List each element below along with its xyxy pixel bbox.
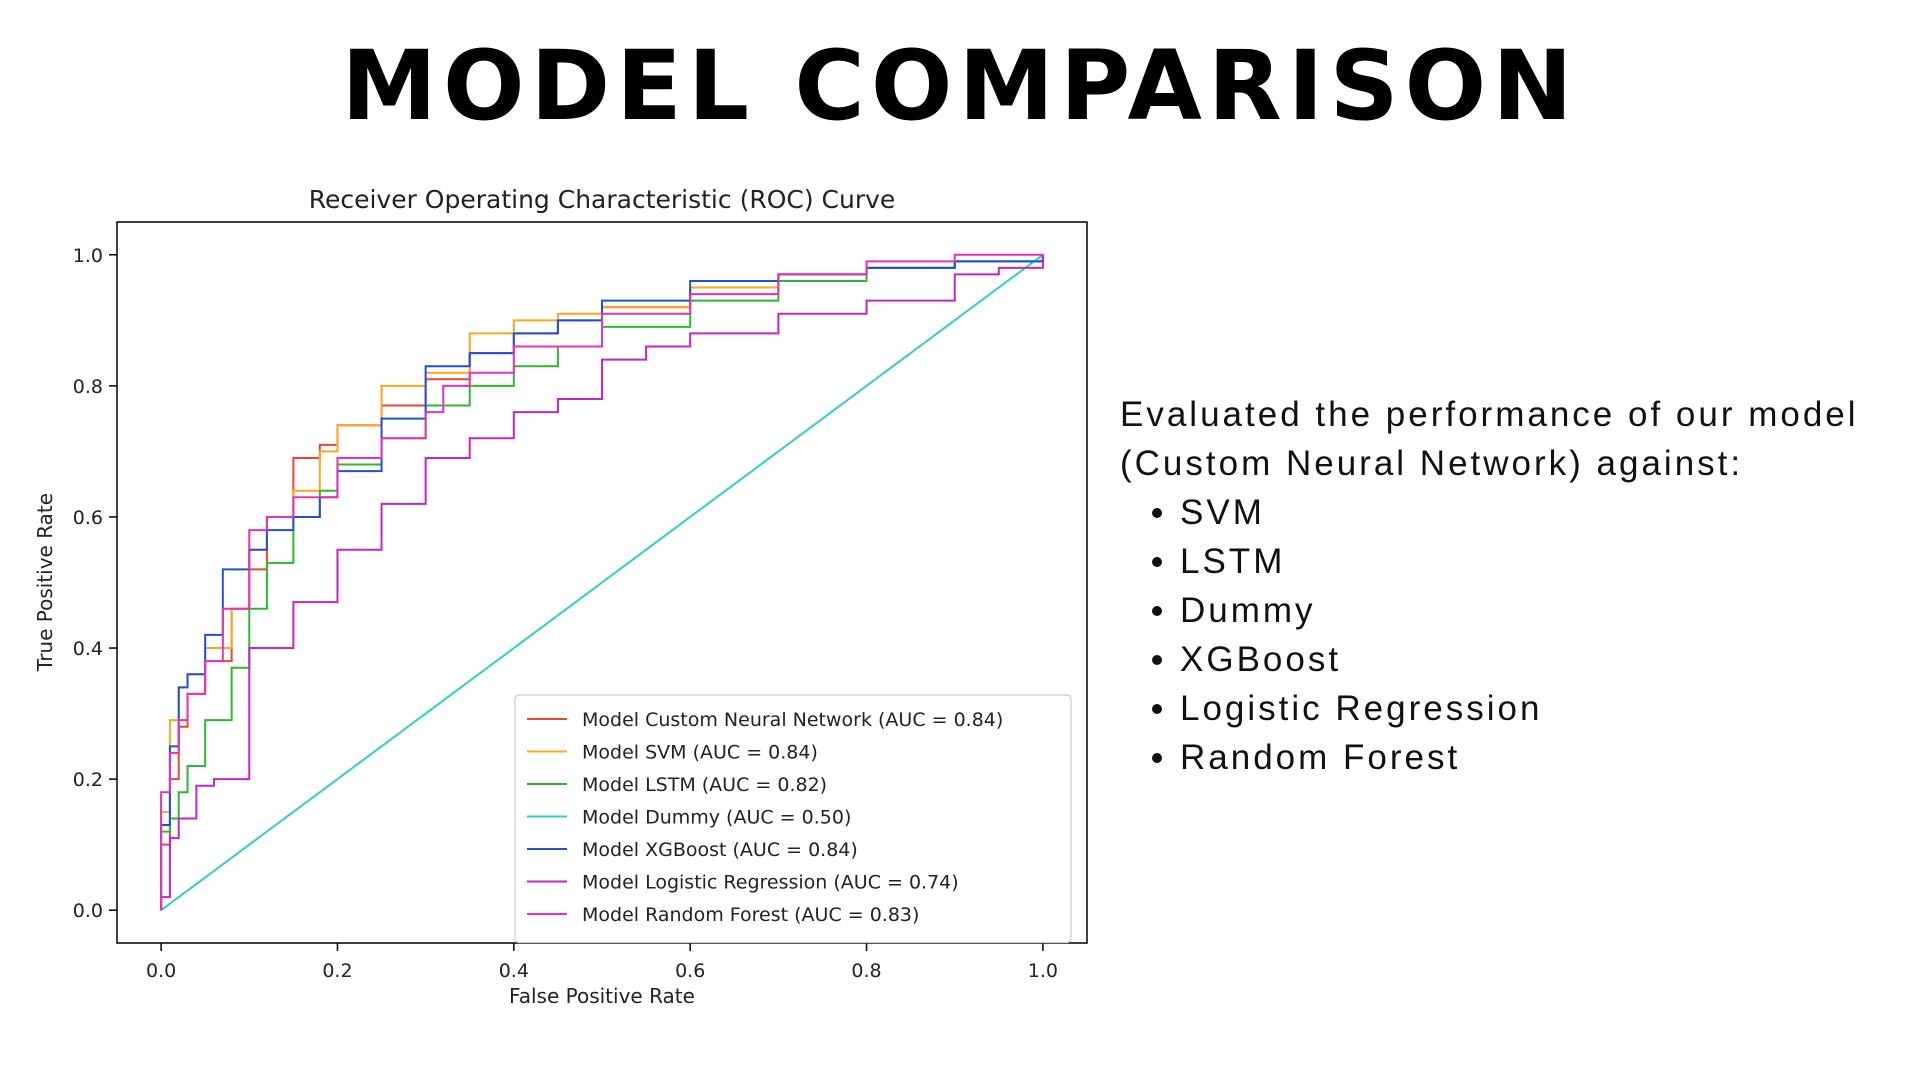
bullet-icon bbox=[1152, 606, 1162, 616]
bullet-icon bbox=[1152, 557, 1162, 567]
x-tick-label: 0.4 bbox=[499, 960, 529, 982]
axes-layer: 0.0 0.2 0.4 0.6 0.8 1.0 0.0 0.2 0.4 0.6 0.8 1.0 bbox=[73, 245, 1058, 982]
y-tick-label: 0.6 bbox=[73, 507, 103, 529]
model-list-label: Random Forest bbox=[1180, 738, 1461, 777]
x-tick-label: 0.0 bbox=[146, 960, 176, 982]
y-axis-label: True Positive Rate bbox=[33, 493, 57, 672]
chart-title: Receiver Operating Characteristic (ROC) … bbox=[309, 185, 896, 214]
model-list: SVM LSTM Dummy XGBoost Logistic Regression Ra… bbox=[1120, 488, 1900, 782]
model-list-item: SVM bbox=[1152, 488, 1900, 537]
legend-label: Model LSTM (AUC = 0.82) bbox=[582, 774, 827, 796]
series-line-3 bbox=[160, 253, 1044, 912]
description-line-1: Evaluated the performance of our model bbox=[1120, 395, 1859, 434]
model-list-item: Random Forest bbox=[1152, 733, 1900, 782]
y-tick-label: 1.0 bbox=[73, 245, 103, 267]
legend: Model Custom Neural Network (AUC = 0.84)… bbox=[514, 694, 1072, 944]
slide-title: MODEL COMPARISON bbox=[341, 30, 1579, 142]
legend-box bbox=[514, 694, 1072, 944]
y-tick-label: 0.4 bbox=[73, 638, 103, 660]
bullet-icon bbox=[1152, 508, 1162, 518]
x-axis-label: False Positive Rate bbox=[509, 984, 695, 1008]
legend-label: Model Custom Neural Network (AUC = 0.84) bbox=[582, 709, 1003, 731]
y-tick-label: 0.0 bbox=[73, 900, 103, 922]
bullet-icon bbox=[1152, 753, 1162, 763]
description-line-2: (Custom Neural Network) against: bbox=[1120, 444, 1744, 483]
description: Evaluated the performance of our model (… bbox=[1120, 390, 1900, 782]
series-line-4 bbox=[160, 254, 1044, 911]
legend-label: Model Random Forest (AUC = 0.83) bbox=[582, 904, 919, 926]
model-list-label: Dummy bbox=[1180, 591, 1316, 630]
roc-chart: Receiver Operating Characteristic (ROC) … bbox=[33, 185, 1088, 1008]
series-line-6 bbox=[160, 253, 1043, 911]
y-tick-label: 0.2 bbox=[73, 769, 103, 791]
legend-label: Model Logistic Regression (AUC = 0.74) bbox=[582, 872, 959, 894]
model-list-label: Logistic Regression bbox=[1180, 689, 1543, 728]
model-list-item: Logistic Regression bbox=[1152, 684, 1900, 733]
model-list-item: LSTM bbox=[1152, 537, 1900, 586]
bullet-icon bbox=[1152, 704, 1162, 714]
x-tick-label: 0.6 bbox=[675, 960, 705, 982]
y-tick-label: 0.8 bbox=[73, 376, 103, 398]
series-layer bbox=[160, 253, 1044, 912]
model-list-item: Dummy bbox=[1152, 586, 1900, 635]
series-line-5 bbox=[160, 254, 1044, 911]
model-list-label: LSTM bbox=[1180, 542, 1286, 581]
bullet-icon bbox=[1152, 655, 1162, 665]
model-list-label: SVM bbox=[1180, 493, 1265, 532]
x-tick-label: 0.8 bbox=[851, 960, 881, 982]
legend-label: Model XGBoost (AUC = 0.84) bbox=[582, 839, 858, 861]
x-tick-label: 0.2 bbox=[322, 960, 352, 982]
legend-label: Model SVM (AUC = 0.84) bbox=[582, 742, 818, 764]
legend-label: Model Dummy (AUC = 0.50) bbox=[582, 807, 851, 829]
x-tick-label: 1.0 bbox=[1028, 960, 1058, 982]
series-line-2 bbox=[160, 254, 1044, 911]
model-list-label: XGBoost bbox=[1180, 640, 1342, 679]
model-list-item: XGBoost bbox=[1152, 635, 1900, 684]
